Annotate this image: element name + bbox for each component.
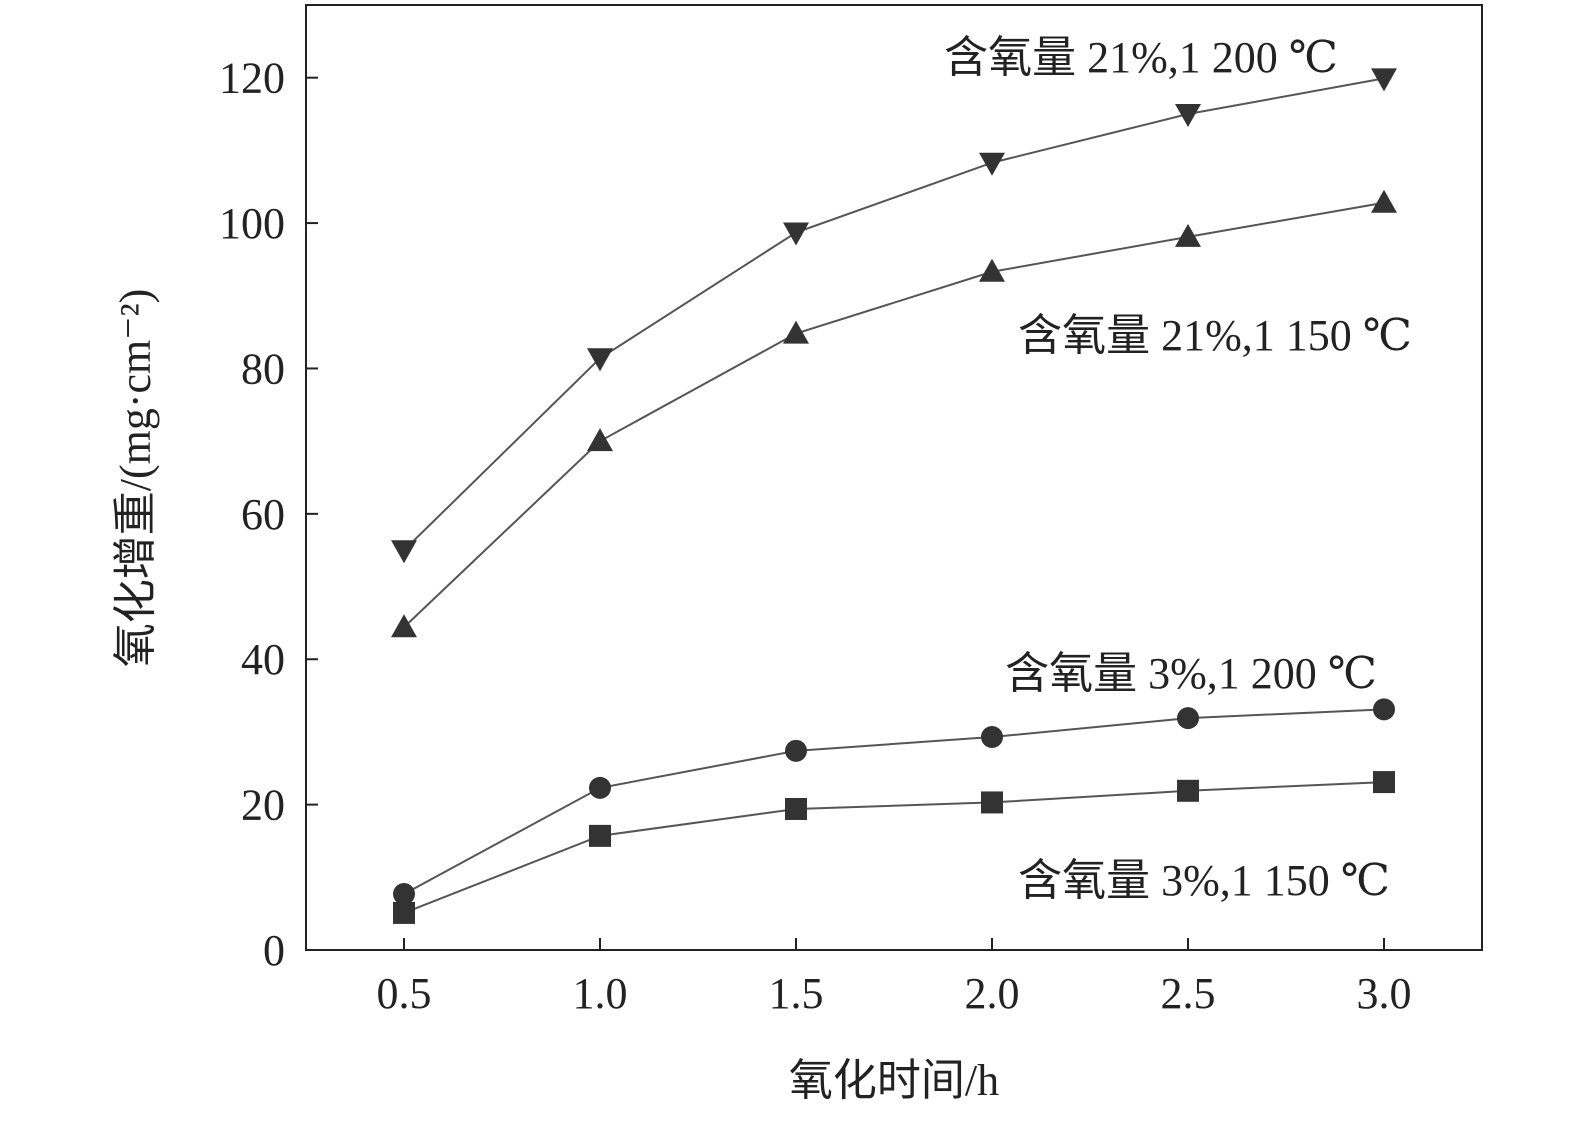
data-point-triangle-up	[783, 320, 809, 344]
data-point-circle	[1373, 698, 1395, 721]
data-point-triangle-up	[1175, 223, 1201, 247]
data-point-triangle-down	[979, 152, 1005, 176]
data-point-triangle-up	[979, 258, 1005, 282]
data-point-circle	[393, 883, 415, 906]
series-annotation: 含氧量 3%,1 150 ℃	[1018, 856, 1390, 905]
data-point-square	[589, 824, 611, 847]
data-point-square	[1177, 779, 1199, 802]
series-triangle-up	[391, 189, 1397, 638]
y-tick-label: 0	[263, 926, 285, 975]
x-tick-label: 1.5	[769, 969, 824, 1018]
series-line	[403, 201, 1385, 628]
y-tick-label: 60	[241, 490, 285, 539]
data-point-square	[981, 791, 1003, 814]
y-axis-label: 氧化增重/(mg·cm⁻²)	[111, 289, 160, 668]
data-point-triangle-up	[587, 428, 613, 452]
x-axis-label: 氧化时间/h	[789, 1056, 999, 1105]
series-annotation: 含氧量 21%,1 150 ℃	[1018, 311, 1412, 360]
x-tick-label: 0.5	[377, 969, 432, 1018]
data-point-triangle-up	[1371, 189, 1397, 213]
series-square	[393, 771, 1395, 924]
x-tick-label: 2.5	[1161, 969, 1216, 1018]
y-tick-label: 100	[219, 199, 285, 248]
y-tick-label: 80	[241, 344, 285, 393]
series-line	[403, 77, 1385, 551]
y-tick-label: 40	[241, 635, 285, 684]
series-annotation: 含氧量 21%,1 200 ℃	[944, 33, 1338, 82]
x-tick-label: 3.0	[1357, 969, 1412, 1018]
data-point-triangle-down	[391, 540, 417, 564]
data-point-triangle-down	[783, 222, 809, 246]
data-point-square	[1373, 771, 1395, 794]
series-line	[403, 708, 1385, 895]
data-point-circle	[785, 739, 807, 762]
data-point-triangle-down	[1371, 68, 1397, 92]
data-point-circle	[1177, 707, 1199, 730]
data-point-circle	[589, 776, 611, 799]
series-circle	[393, 698, 1395, 906]
data-point-circle	[981, 726, 1003, 749]
x-tick-label: 1.0	[573, 969, 628, 1018]
data-point-square	[785, 797, 807, 820]
series-line	[403, 781, 1385, 914]
data-point-square	[393, 901, 415, 924]
y-tick-label: 20	[241, 781, 285, 830]
x-tick-label: 2.0	[965, 969, 1020, 1018]
plot-frame	[305, 4, 1483, 951]
y-tick-label: 120	[219, 54, 285, 103]
series-triangle-down	[391, 68, 1397, 564]
data-point-triangle-up	[391, 614, 417, 638]
series-annotation: 含氧量 3%,1 200 ℃	[1005, 649, 1377, 698]
data-point-triangle-down	[1175, 104, 1201, 128]
data-point-triangle-down	[587, 348, 613, 372]
